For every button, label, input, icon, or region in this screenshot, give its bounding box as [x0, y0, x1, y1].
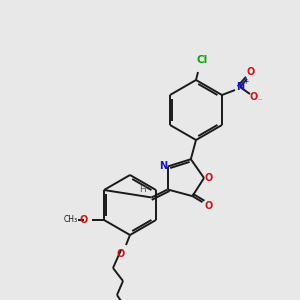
Text: O: O	[80, 215, 88, 225]
Text: O: O	[204, 201, 213, 211]
Text: H: H	[139, 185, 146, 194]
Text: O: O	[247, 67, 255, 77]
Text: ⁻: ⁻	[258, 97, 262, 106]
Text: Cl: Cl	[196, 55, 208, 65]
Text: O: O	[117, 249, 125, 259]
Text: O: O	[205, 173, 213, 183]
Text: +: +	[242, 77, 248, 86]
Text: O: O	[250, 92, 258, 102]
Text: N: N	[160, 160, 168, 170]
Text: CH₃: CH₃	[64, 215, 78, 224]
Text: N: N	[236, 82, 244, 92]
